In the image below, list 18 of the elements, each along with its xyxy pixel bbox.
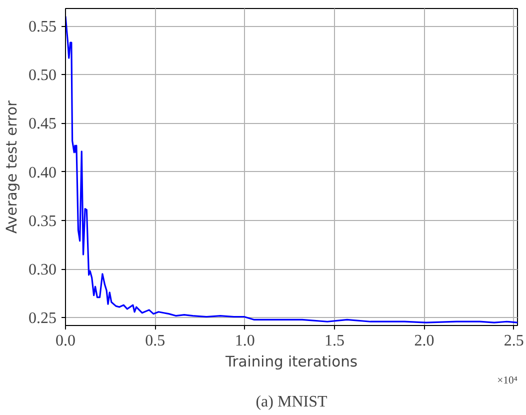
y-tick-label: 0.55 [28, 18, 56, 36]
x-tick-label: 2.0 [414, 332, 434, 350]
y-tick-label: 0.35 [28, 212, 56, 230]
x-tick-label: 0.5 [145, 332, 166, 350]
y-tick-label: 0.40 [28, 164, 56, 182]
line-series [66, 15, 518, 324]
x-tick-label: 2.5 [504, 332, 524, 350]
y-tick-label: 0.30 [28, 262, 56, 279]
y-tick-label: 0.25 [28, 310, 56, 328]
text: ×10⁴ [497, 376, 518, 386]
x-tick-label: 0.0 [56, 332, 76, 350]
x-tick-label: 1.5 [324, 332, 345, 350]
text: (a) MNIST [256, 394, 328, 410]
x-axis-title: Training iterations [224, 354, 358, 370]
y-axis-title: Average test error [4, 99, 20, 234]
x-tick-label: 1.0 [234, 332, 255, 350]
y-tick-label: 0.45 [28, 116, 56, 133]
y-tick-label: 0.50 [28, 67, 56, 84]
